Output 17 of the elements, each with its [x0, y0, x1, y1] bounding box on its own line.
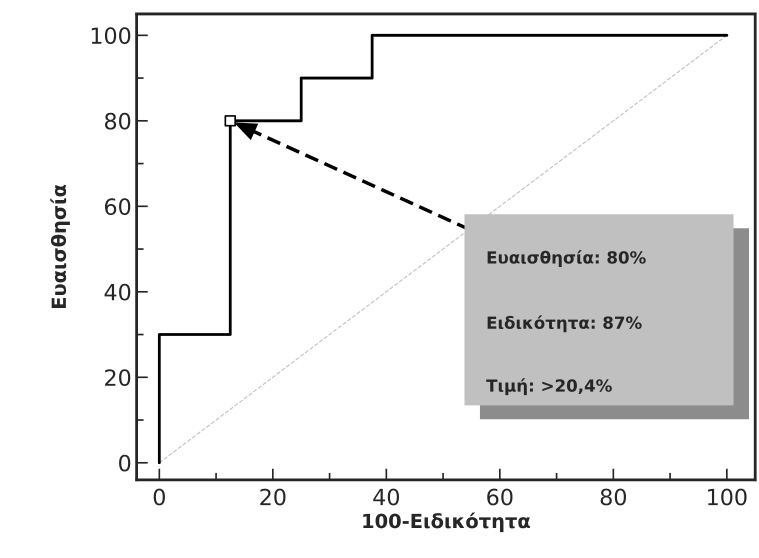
x-tick-label: 0: [154, 488, 165, 506]
y-tick-label: 100: [92, 27, 130, 44]
annotation: Ειδικότητα: 87%: [488, 315, 642, 332]
x-tick-label: 60: [487, 488, 512, 506]
x-axis-title: 100-Ειδικότητα: [363, 512, 530, 532]
y-tick-label: 20: [105, 369, 130, 386]
x-tick-label: 100: [708, 488, 747, 506]
annotation: Τιμή: >20,4%: [486, 378, 612, 396]
annotation: Ευαισθησία: 80%: [488, 250, 646, 267]
y-tick-label: 60: [105, 198, 130, 216]
x-tick-label: 80: [600, 488, 626, 506]
y-tick-label: 80: [104, 112, 130, 130]
x-tick-label: 40: [373, 488, 399, 506]
y-axis-title: Ευαισθησία: [50, 184, 70, 308]
y-tick-label: 40: [104, 284, 130, 301]
y-tick-label: 0: [119, 454, 130, 472]
x-tick-label: 20: [260, 488, 286, 506]
